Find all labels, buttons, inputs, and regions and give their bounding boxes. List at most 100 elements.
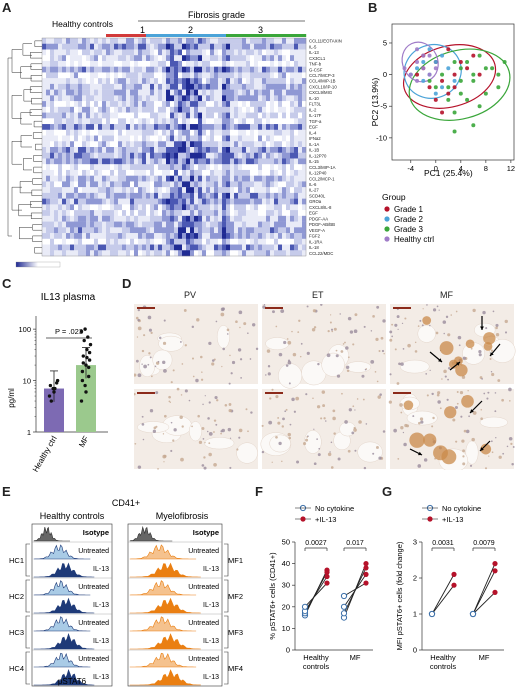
heatmap-cell xyxy=(90,244,95,251)
heatmap-cell xyxy=(210,129,215,136)
heatmap-cell xyxy=(166,227,171,234)
heatmap-cell xyxy=(70,169,75,176)
pca-point xyxy=(427,78,432,83)
heatmap-cell xyxy=(214,192,219,199)
pca-point xyxy=(440,72,445,77)
heatmap-cell xyxy=(226,89,231,96)
cell-nucleus xyxy=(438,309,440,311)
heatmap-cell xyxy=(286,55,291,62)
heatmap-cell xyxy=(302,101,307,108)
heatmap-cell xyxy=(66,106,71,113)
heatmap-cell xyxy=(110,158,115,165)
heatmap-cell xyxy=(62,112,67,119)
heatmap-cell xyxy=(42,106,47,113)
heatmap-cell xyxy=(242,106,247,113)
heatmap-cell xyxy=(138,55,143,62)
c-point xyxy=(88,342,93,347)
heatmap-cell xyxy=(82,55,87,62)
heatmap-cell xyxy=(138,43,143,50)
heatmap-cell xyxy=(246,169,251,176)
heatmap-cell xyxy=(158,204,163,211)
heatmap-cell xyxy=(94,43,99,50)
heatmap-cell xyxy=(242,187,247,194)
heatmap-cell xyxy=(102,72,107,79)
dendro-branch xyxy=(30,75,42,82)
cell-nucleus xyxy=(169,401,171,404)
cell-nucleus xyxy=(134,373,137,377)
heatmap-cell xyxy=(166,221,171,228)
cell-nucleus xyxy=(317,453,321,457)
heatmap-cell xyxy=(138,244,143,251)
heatmap-cell xyxy=(202,244,207,251)
heatmap-cell xyxy=(74,147,79,153)
heatmap-cell xyxy=(166,66,171,73)
heatmap-cell xyxy=(146,83,151,90)
cell-nucleus xyxy=(163,454,167,458)
heatmap-cell xyxy=(190,215,195,222)
heatmap-cell xyxy=(54,221,59,228)
heatmap-cell xyxy=(130,244,135,251)
cell-nucleus xyxy=(418,421,421,425)
heatmap-cell xyxy=(138,158,143,165)
heatmap-cell xyxy=(274,49,279,56)
heatmap-cell xyxy=(282,238,287,245)
cell-nucleus xyxy=(333,432,336,435)
sample-label: MF1 xyxy=(228,556,243,565)
heatmap-cell xyxy=(222,198,227,205)
legend-no-cytokine-label: No cytokine xyxy=(442,504,481,513)
heatmap-cell xyxy=(230,164,235,171)
heatmap-cell xyxy=(238,169,243,176)
heatmap-cell xyxy=(94,221,99,228)
sample-label: HC3 xyxy=(9,628,24,637)
heatmap-cell xyxy=(270,49,275,56)
cell-nucleus xyxy=(414,350,418,353)
cell-nucleus xyxy=(306,305,309,308)
heatmap-cell xyxy=(126,83,131,90)
heatmap-cell xyxy=(258,169,263,176)
heatmap-cell xyxy=(66,55,71,62)
heatmap-cell xyxy=(242,124,247,130)
group-strip-cell xyxy=(266,34,271,37)
histology-image xyxy=(389,304,516,385)
heatmap-cell xyxy=(194,221,199,228)
heatmap-cell xyxy=(70,55,75,62)
pca-point xyxy=(415,78,420,83)
heatmap-cell xyxy=(182,89,187,96)
heatmap-cell xyxy=(190,43,195,50)
cell-nucleus xyxy=(375,337,379,341)
heatmap-cell xyxy=(166,210,171,217)
heatmap-cell xyxy=(42,129,47,136)
heatmap-cell xyxy=(278,175,283,182)
heatmap-cell xyxy=(242,83,247,90)
heatmap-cell xyxy=(218,49,223,56)
heatmap-cell xyxy=(286,101,291,108)
heatmap-cell xyxy=(178,147,183,153)
heatmap-cell xyxy=(246,66,251,73)
heatmap-cell xyxy=(190,118,195,125)
heatmap-cell xyxy=(278,192,283,199)
cell-nucleus xyxy=(382,319,386,323)
heatmap-cell xyxy=(258,227,263,234)
heatmap-cell xyxy=(54,158,59,165)
heatmap-cell xyxy=(166,244,171,251)
heatmap-cell xyxy=(146,60,151,67)
heatmap-cell xyxy=(162,112,167,119)
heatmap-cell xyxy=(174,250,179,257)
heatmap-cell xyxy=(74,95,79,102)
cell-nucleus xyxy=(137,326,142,331)
flow-histogram-panel: CD41+ Healthy controls Myelofibrosis Iso… xyxy=(9,498,243,687)
heatmap-cell xyxy=(82,187,87,194)
heatmap-cell xyxy=(158,124,163,130)
heatmap-cell xyxy=(274,72,279,79)
heatmap-cell xyxy=(202,210,207,217)
cell-nucleus xyxy=(162,360,166,365)
heatmap-cell xyxy=(146,147,151,153)
heatmap-cell xyxy=(202,43,207,50)
heatmap-cell xyxy=(222,43,227,50)
heatmap-cell xyxy=(46,169,51,176)
fibrosis-grade-label: Fibrosis grade xyxy=(188,10,245,20)
heatmap-cell xyxy=(282,215,287,222)
heatmap-cell xyxy=(58,60,63,67)
heatmap-cell xyxy=(122,147,127,153)
cell-nucleus xyxy=(201,427,205,430)
